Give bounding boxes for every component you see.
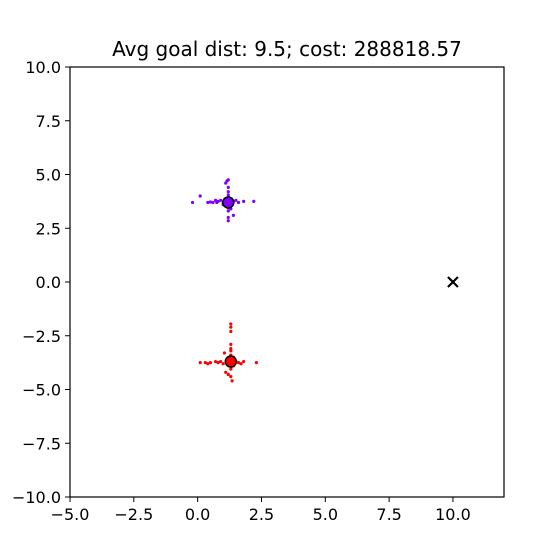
data-point <box>208 361 213 365</box>
data-point <box>190 200 195 205</box>
data-point <box>198 361 202 365</box>
y-tick-label: −2.5 <box>22 327 61 346</box>
data-point <box>229 322 233 326</box>
data-point <box>221 362 225 366</box>
x-tick-label: 10.0 <box>435 505 471 524</box>
x-tick-label: −2.5 <box>114 505 153 524</box>
data-point <box>226 190 230 194</box>
data-point <box>226 209 230 213</box>
data-point <box>231 213 235 217</box>
x-axis: −5.0 −2.5 0.0 2.5 5.0 7.5 10.0 <box>51 497 471 524</box>
data-point <box>224 370 228 374</box>
data-point <box>234 198 238 202</box>
x-tick-label: −5.0 <box>51 505 90 524</box>
data-point <box>211 200 215 205</box>
data-point <box>219 198 223 202</box>
data-point <box>198 194 202 198</box>
data-point <box>203 361 207 365</box>
y-tick-label: 5.0 <box>36 166 61 185</box>
data-point <box>206 200 210 205</box>
chart-title: Avg goal dist: 9.5; cost: 288818.57 <box>112 37 462 61</box>
y-tick-label: −7.5 <box>22 434 61 453</box>
data-point <box>239 362 243 366</box>
data-point <box>216 361 220 365</box>
data-point <box>226 372 230 377</box>
data-point <box>229 329 233 334</box>
data-point <box>254 361 258 365</box>
data-points <box>190 178 258 383</box>
data-point <box>229 349 233 353</box>
plot-frame <box>69 66 505 498</box>
data-point <box>216 199 220 203</box>
goal-marker <box>447 276 459 288</box>
data-point <box>242 199 246 203</box>
data-point <box>236 200 241 205</box>
x-tick-label: 0.0 <box>185 505 210 524</box>
y-tick-label: −10.0 <box>12 488 61 507</box>
data-point <box>208 200 213 204</box>
goal-marker-group <box>447 276 459 288</box>
data-point <box>252 199 256 203</box>
x-tick-label: 5.0 <box>313 505 338 524</box>
cluster-centers <box>222 196 238 368</box>
data-point <box>226 185 230 189</box>
y-axis: −10.0 −7.5 −5.0 −2.5 0.0 2.5 5.0 7.5 10.0 <box>12 58 70 507</box>
y-tick-label: 2.5 <box>36 219 61 238</box>
y-tick-label: −5.0 <box>22 381 61 400</box>
data-point <box>229 342 233 346</box>
data-point <box>226 215 230 220</box>
data-point <box>226 219 230 223</box>
data-point <box>242 359 246 364</box>
data-point <box>229 367 233 371</box>
data-point <box>219 359 223 364</box>
x-tick-label: 2.5 <box>249 505 274 524</box>
data-point <box>222 351 227 355</box>
cluster-center <box>224 355 238 368</box>
data-point <box>230 379 234 383</box>
cluster-center <box>222 196 235 209</box>
data-point <box>226 178 230 182</box>
data-point <box>236 361 241 365</box>
y-tick-label: 0.0 <box>36 273 61 292</box>
y-tick-label: 10.0 <box>25 58 61 77</box>
y-tick-label: 7.5 <box>36 112 61 131</box>
x-tick-label: 7.5 <box>376 505 401 524</box>
data-point <box>229 325 233 329</box>
data-point <box>213 359 218 364</box>
data-point <box>229 375 233 379</box>
data-point <box>206 362 210 366</box>
